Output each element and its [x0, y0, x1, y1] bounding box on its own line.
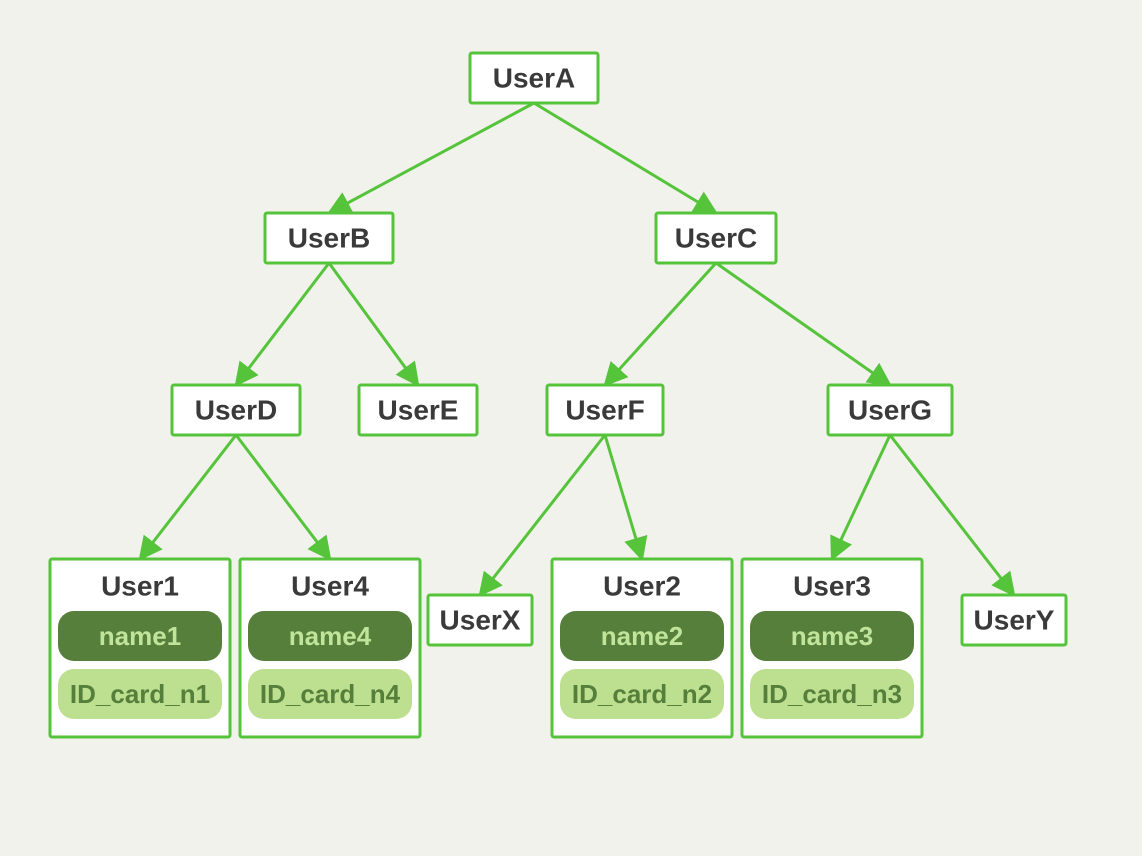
node-label: UserC: [675, 222, 757, 253]
node-label: UserG: [848, 394, 932, 425]
node-label: User1: [101, 570, 179, 601]
node-User4: User4 name4 ID_card_n4: [240, 559, 420, 737]
node-label: UserA: [493, 62, 575, 93]
node-User3: User3 name3 ID_card_n3: [742, 559, 922, 737]
node-label: UserB: [288, 222, 370, 253]
name-label: name2: [601, 621, 683, 651]
idcard-label: ID_card_n3: [762, 679, 902, 709]
node-label: UserD: [195, 394, 277, 425]
node-label: UserX: [440, 604, 521, 635]
node-UserX: UserX: [428, 595, 532, 645]
node-label: User4: [291, 570, 369, 601]
node-UserD: UserD: [172, 385, 300, 435]
tree-diagram: UserA UserB UserC UserD UserE UserF UserG UserX…: [0, 0, 1142, 856]
idcard-label: ID_card_n4: [260, 679, 401, 709]
node-label: UserY: [974, 604, 1055, 635]
node-UserE: UserE: [359, 385, 477, 435]
node-label: UserF: [565, 394, 644, 425]
node-UserF: UserF: [547, 385, 663, 435]
node-UserY: UserY: [962, 595, 1066, 645]
node-label: UserE: [378, 394, 459, 425]
node-UserA: UserA: [470, 53, 598, 103]
node-User1: User1 name1 ID_card_n1: [50, 559, 230, 737]
node-UserB: UserB: [265, 213, 393, 263]
node-User2: User2 name2 ID_card_n2: [552, 559, 732, 737]
name-label: name1: [99, 621, 181, 651]
name-label: name4: [289, 621, 372, 651]
name-label: name3: [791, 621, 873, 651]
node-UserG: UserG: [828, 385, 952, 435]
node-label: User2: [603, 570, 681, 601]
node-label: User3: [793, 570, 871, 601]
idcard-label: ID_card_n1: [70, 679, 210, 709]
node-UserC: UserC: [656, 213, 776, 263]
idcard-label: ID_card_n2: [572, 679, 712, 709]
